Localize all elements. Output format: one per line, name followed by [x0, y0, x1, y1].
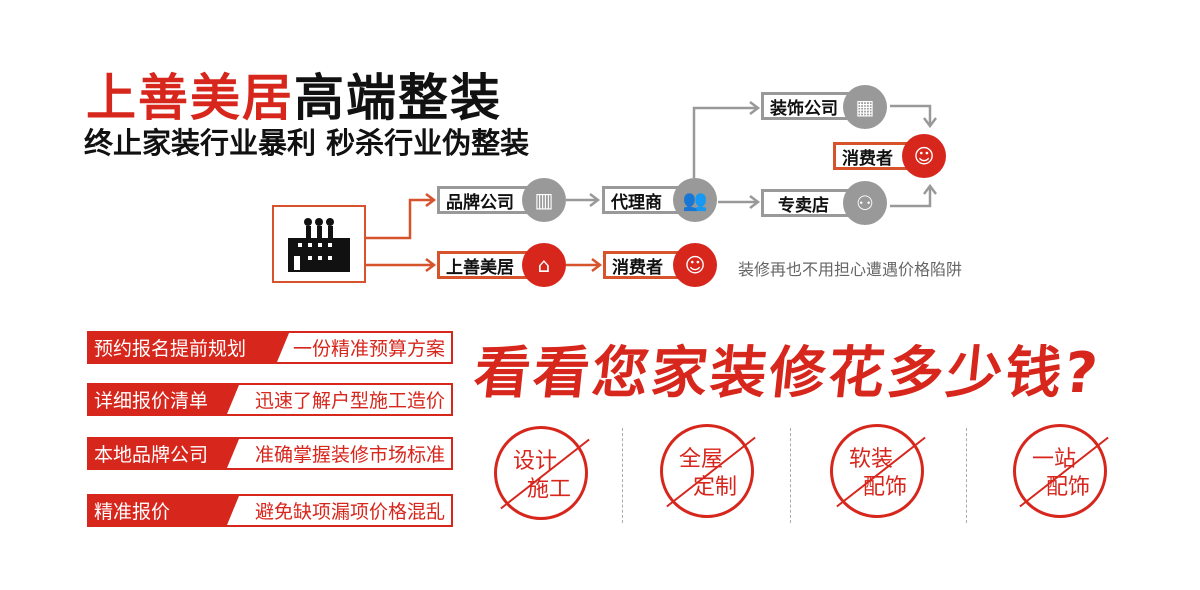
subtitle: 终止家装行业暴利 秒杀行业伪整装	[84, 126, 530, 160]
salesperson-icon: ⚇	[843, 181, 887, 225]
feature-label: 本地品牌公司	[89, 439, 239, 468]
badge-bottom: 配饰	[1045, 475, 1090, 500]
tower-icon: ▦	[843, 85, 887, 129]
node-label: 消费者	[842, 148, 893, 169]
person-icon: ☺	[673, 243, 717, 287]
divider	[966, 428, 967, 523]
feature-desc: 避免缺项漏项价格混乱	[254, 501, 445, 523]
node-label: 品牌公司	[446, 192, 514, 213]
node-label: 装饰公司	[770, 98, 838, 119]
feature-label: 详细报价清单	[89, 385, 239, 414]
feature-desc: 迅速了解户型施工造价	[254, 390, 445, 412]
divider	[790, 428, 791, 523]
badge-bottom: 定制	[692, 475, 737, 500]
feature-label: 预约报名提前规划	[89, 333, 289, 362]
feature-desc: 一份精准预算方案	[292, 338, 445, 360]
badge-bottom: 施工	[526, 477, 571, 502]
building-icon: ▥	[522, 178, 566, 222]
divider	[622, 428, 623, 523]
people-icon: 👥	[673, 178, 717, 222]
feature-bar: 本地品牌公司 准确掌握装修市场标准	[87, 437, 453, 470]
node-label: 代理商	[611, 192, 662, 213]
brand-name: 上善美居	[86, 69, 294, 127]
headline: 看看您家装修花多少钱?	[471, 341, 1104, 406]
title-suffix: 高端整装	[294, 69, 502, 127]
feature-bar: 精准报价 避免缺项漏项价格混乱	[87, 494, 453, 527]
person-icon: ☺	[902, 134, 946, 178]
feature-bar: 预约报名提前规划 一份精准预算方案	[87, 331, 453, 364]
node-label: 专卖店	[778, 195, 829, 216]
feature-desc: 准确掌握装修市场标准	[254, 444, 445, 466]
badge: 设计 施工	[494, 426, 590, 520]
badge: 全屋 定制	[660, 424, 756, 518]
badge-bottom: 配饰	[862, 475, 907, 500]
brand-title: 上善美居高端整装	[86, 58, 502, 130]
flow-note: 装修再也不用担心遭遇价格陷阱	[738, 260, 963, 279]
connector-brand	[366, 198, 432, 240]
node-label: 消费者	[612, 257, 663, 278]
feature-bar: 详细报价清单 迅速了解户型施工造价	[87, 383, 453, 416]
feature-label: 精准报价	[89, 496, 239, 525]
house-icon: ⌂	[522, 243, 566, 287]
node-label: 上善美居	[446, 257, 514, 278]
badge: 软装 配饰	[830, 424, 926, 518]
factory-box	[272, 205, 366, 283]
factory-icon	[288, 218, 350, 272]
badge: 一站 配饰	[1013, 424, 1109, 518]
